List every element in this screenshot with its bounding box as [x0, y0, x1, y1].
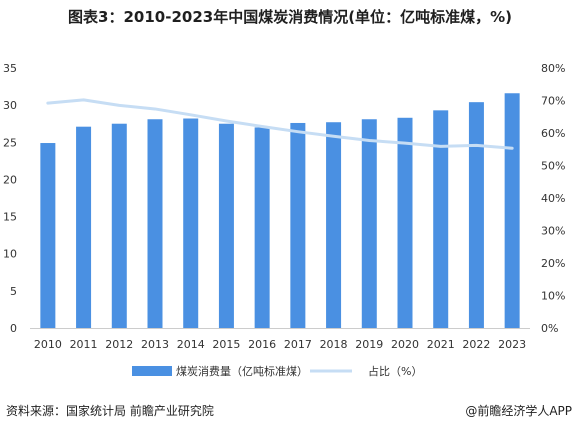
footer: 资料来源：国家统计局 前瞻产业研究院 @前瞻经济学人APP	[0, 398, 580, 430]
bar	[468, 102, 484, 329]
y-right-tick-label: 40%	[541, 192, 565, 205]
chart-title: 图表3：2010-2023年中国煤炭消费情况(单位：亿吨标准煤，%)	[68, 8, 512, 26]
y-left-tick-label: 35	[3, 62, 17, 75]
bar	[147, 119, 163, 328]
brand-credit: @前瞻经济学人APP	[465, 404, 572, 418]
x-tick-label: 2017	[284, 338, 312, 351]
y-left-tick-label: 25	[3, 136, 17, 149]
y-right-tick-label: 80%	[541, 62, 565, 75]
x-tick-label: 2014	[177, 338, 205, 351]
share-line	[46, 98, 514, 150]
y-left-tick-label: 30	[3, 99, 17, 112]
x-tick-label: 2019	[355, 338, 383, 351]
x-tick-label: 2010	[34, 338, 62, 351]
bar	[433, 110, 449, 328]
combo-chart: 0 5 10 15 20 25 30 35 0% 10% 20% 30% 40% 50% 60% 70% 80%…	[3, 62, 565, 378]
x-tick-label: 2013	[141, 338, 169, 351]
y-left-tick-label: 20	[3, 173, 17, 186]
x-tick-label: 2023	[498, 338, 526, 351]
bar	[218, 123, 234, 328]
legend-swatch-bar	[132, 366, 172, 376]
y-left-tick-label: 15	[3, 211, 17, 224]
y-left-tick-label: 0	[10, 322, 17, 335]
y-left-tick-label: 10	[3, 248, 17, 261]
y-right-tick-label: 70%	[541, 95, 565, 108]
y-right-tick-label: 10%	[541, 290, 565, 303]
bar	[111, 123, 127, 328]
y-right-tick-label: 0%	[541, 322, 558, 335]
bar	[254, 127, 270, 328]
y-right-tick-label: 60%	[541, 127, 565, 140]
bar	[76, 126, 92, 328]
x-tick-label: 2021	[427, 338, 455, 351]
bar	[397, 117, 413, 329]
x-tick-label: 2022	[462, 338, 490, 351]
y-left-tick-label: 5	[10, 285, 17, 298]
y-right-tick-label: 20%	[541, 257, 565, 270]
x-tick-label: 2011	[70, 338, 98, 351]
bar	[183, 118, 199, 328]
x-tick-label: 2018	[320, 338, 348, 351]
x-tick-label: 2012	[105, 338, 133, 351]
source-note: 资料来源：国家统计局 前瞻产业研究院	[6, 404, 214, 418]
x-tick-label: 2015	[212, 338, 240, 351]
bar	[504, 93, 520, 328]
legend-label-bar: 煤炭消费量（亿吨标准煤）	[176, 364, 308, 378]
y-right-tick-label: 50%	[541, 160, 565, 173]
x-tick-label: 2020	[391, 338, 419, 351]
bar	[40, 143, 56, 328]
bar	[326, 122, 342, 328]
x-tick-label: 2016	[248, 338, 276, 351]
bar	[361, 119, 377, 328]
y-right-tick-label: 30%	[541, 225, 565, 238]
legend-label-line: 占比（%）	[368, 364, 422, 378]
bar	[290, 122, 306, 328]
